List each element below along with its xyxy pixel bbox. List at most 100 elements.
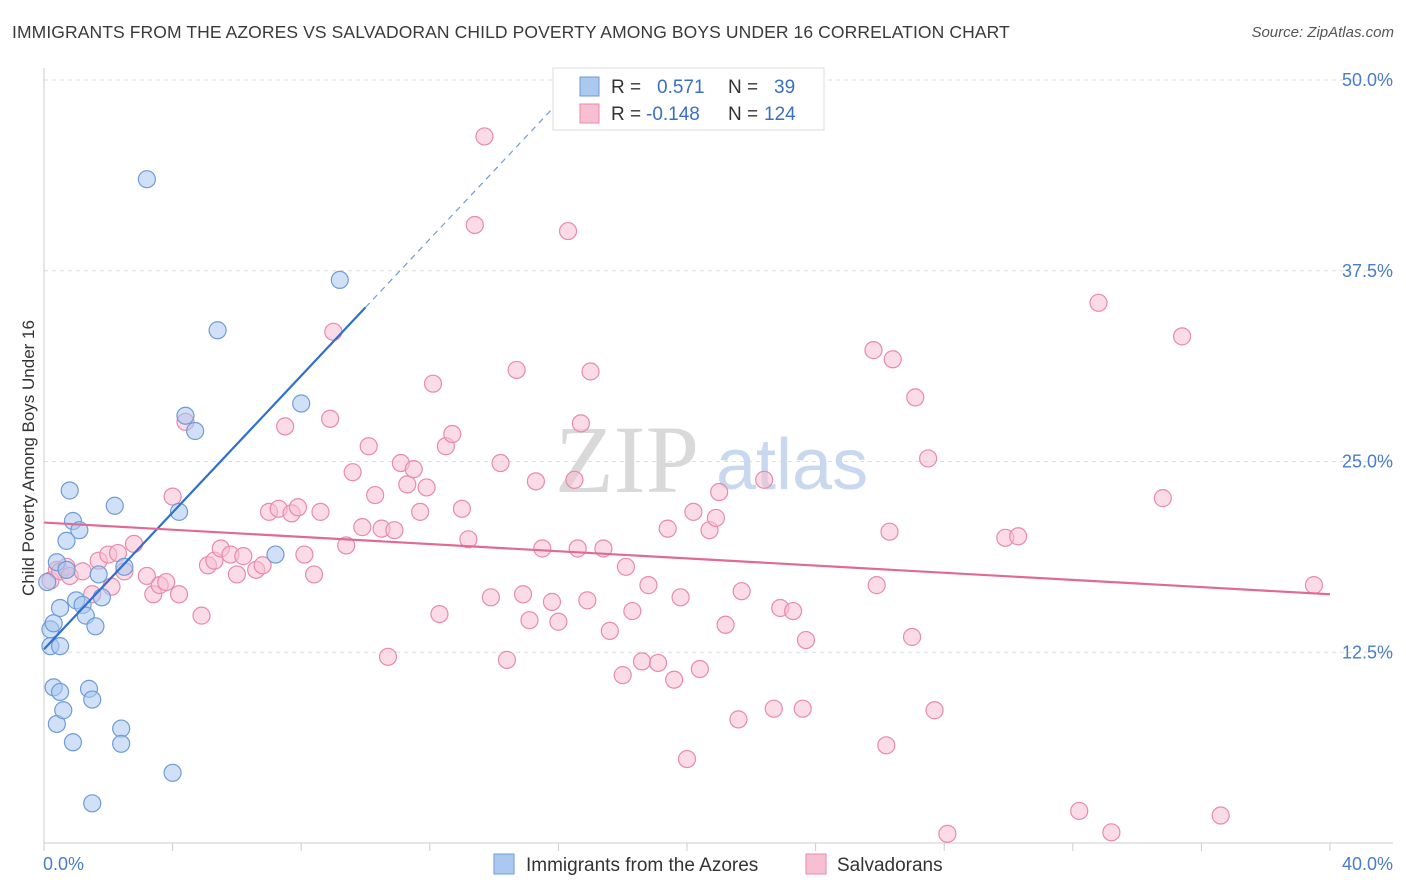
salvadorans-point-40: [343, 463, 362, 482]
salvadorans-point-77: [600, 621, 619, 640]
salvadorans-point-28: [253, 556, 272, 575]
salvadorans-point-50: [411, 502, 430, 521]
azores-point-38: [330, 270, 349, 290]
chart-title: IMMIGRANTS FROM THE AZORES VS SALVADORAN…: [12, 22, 1010, 42]
salvadorans-point-61: [491, 453, 510, 473]
azores-point-30: [137, 170, 156, 189]
salvadorans-point-110: [925, 701, 944, 720]
salvadorans-point-51: [417, 478, 436, 497]
salvadorans-point-34: [295, 545, 314, 564]
legend-r-value-salvadorans: -0.148: [646, 104, 700, 125]
salvadorans-point-89: [690, 659, 709, 679]
salvadorans-point-43: [366, 485, 385, 505]
salvadorans-point-59: [475, 127, 494, 146]
trend-lines: [43, 84, 1331, 650]
salvadorans-point-55: [443, 424, 462, 444]
salvadorans-point-109: [919, 449, 938, 468]
azores-points: [38, 170, 349, 813]
y-tick-label-3: 50.0%: [1342, 70, 1393, 90]
azores-point-25: [92, 588, 111, 607]
azores-point-29: [115, 557, 134, 576]
salvadorans-point-108: [906, 388, 925, 407]
salvadorans-point-60: [481, 588, 500, 607]
y-axis-label: Child Poverty Among Boys Under 16: [19, 320, 38, 596]
salvadorans-point-95: [732, 582, 751, 601]
azores-point-11: [57, 531, 76, 550]
y-tick-label-2: 37.5%: [1342, 261, 1393, 281]
salvadorans-point-103: [867, 576, 886, 595]
salvadorans-point-72: [568, 539, 587, 558]
salvadorans-point-118: [1173, 327, 1192, 346]
azores-point-23: [86, 617, 105, 636]
salvadorans-point-75: [581, 362, 600, 381]
azores-point-36: [266, 545, 285, 564]
salvadorans-point-85: [665, 670, 684, 689]
salvadorans-point-100: [793, 699, 812, 718]
salvadorans-trend-line: [43, 521, 1331, 596]
azores-point-4: [44, 614, 63, 633]
x-tick-label-max: 40.0%: [1342, 854, 1393, 874]
azores-point-34: [186, 421, 205, 441]
salvadorans-point-73: [571, 414, 591, 433]
azores-point-22: [83, 794, 102, 813]
azores-point-24: [89, 565, 108, 584]
salvadorans-point-91: [706, 508, 726, 528]
salvadorans-point-12: [124, 534, 144, 554]
azores-point-9: [50, 598, 70, 618]
x-tick-label-min: 0.0%: [43, 854, 84, 874]
legend-n-value-azores: 39: [774, 77, 795, 98]
salvadorans-point-93: [716, 615, 735, 634]
azores-point-27: [112, 719, 131, 738]
salvadorans-point-20: [192, 606, 211, 625]
salvadorans-point-41: [353, 518, 372, 537]
legend-r-label-salvadorans: R =: [611, 104, 641, 125]
azores-point-15: [63, 733, 83, 752]
salvadorans-point-79: [616, 557, 636, 576]
salvadorans-point-48: [398, 475, 417, 494]
bottom-legend: Immigrants from the Azores Salvadorans: [493, 853, 943, 876]
salvadorans-point-39: [337, 536, 356, 555]
salvadorans-point-105: [880, 522, 899, 541]
azores-point-10: [54, 701, 73, 720]
salvadorans-point-26: [234, 547, 253, 566]
salvadorans-point-104: [877, 736, 896, 755]
salvadorans-point-52: [423, 374, 443, 393]
legend-n-value-salvadorans: 124: [764, 104, 796, 125]
azores-point-37: [292, 394, 311, 413]
azores-point-21: [83, 690, 102, 709]
salvadorans-point-46: [385, 521, 404, 540]
salvadorans-point-62: [497, 650, 517, 669]
watermark-atlas: atlas: [716, 425, 868, 505]
salvadorans-point-58: [465, 215, 484, 235]
legend-swatch-salvadorans: [579, 103, 600, 124]
salvadorans-point-5: [73, 562, 92, 581]
salvadorans-point-80: [623, 601, 642, 621]
salvadorans-point-56: [452, 499, 472, 518]
salvadorans-point-114: [1070, 801, 1089, 821]
salvadorans-point-13: [137, 566, 156, 586]
salvadorans-point-45: [378, 647, 398, 666]
azores-trend-extension: [365, 84, 575, 308]
salvadorans-point-66: [526, 472, 545, 491]
azores-point-26: [105, 496, 124, 515]
legend-r-value-azores: 0.571: [657, 77, 705, 98]
salvadorans-point-81: [632, 652, 652, 671]
azores-point-32: [169, 502, 189, 521]
salvadorans-point-74: [578, 591, 597, 610]
azores-point-12: [57, 560, 76, 579]
salvadorans-point-102: [864, 341, 883, 360]
y-tick-label-1: 25.0%: [1342, 452, 1393, 472]
salvadorans-point-84: [658, 519, 677, 538]
salvadorans-point-70: [558, 221, 578, 241]
salvadorans-point-68: [542, 592, 562, 611]
azores-point-13: [60, 481, 79, 500]
azores-trend-line: [43, 306, 367, 650]
salvadorans-point-116: [1102, 823, 1121, 842]
salvadorans-point-18: [169, 585, 189, 604]
azores-point-17: [70, 521, 89, 540]
salvadorans-point-69: [549, 612, 568, 631]
salvadorans-point-82: [639, 576, 658, 595]
salvadorans-point-96: [755, 470, 774, 489]
salvadorans-point-49: [404, 460, 423, 479]
